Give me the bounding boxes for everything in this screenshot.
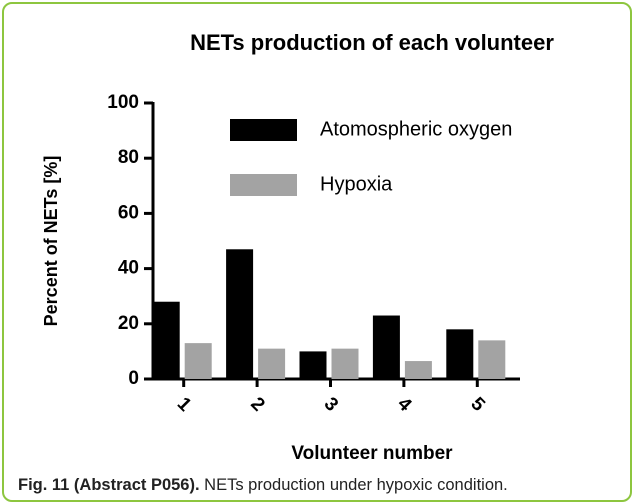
legend-swatch xyxy=(230,174,297,196)
y-tick-label: 40 xyxy=(118,258,139,279)
x-tick-label: 3 xyxy=(320,393,342,415)
y-tick-label: 20 xyxy=(118,313,139,334)
caption-text: NETs production under hypoxic condition. xyxy=(204,476,508,494)
caption-label: Fig. 11 (Abstract P056). xyxy=(18,476,200,494)
legend-label: Hypoxia xyxy=(320,173,393,195)
y-tick-label: 60 xyxy=(118,202,139,223)
bar xyxy=(258,348,286,379)
y-axis-label: Percent of NETs [%] xyxy=(41,156,61,327)
y-tick-label: 80 xyxy=(118,147,139,168)
y-tick-label: 0 xyxy=(128,368,139,389)
x-tick-label: 5 xyxy=(466,393,489,416)
caption: Fig. 11 (Abstract P056). NETs production… xyxy=(18,476,508,495)
legend-label: Atomospheric oxygen xyxy=(320,118,512,140)
bar xyxy=(446,329,474,379)
chart: NETs production of each volunteer Volunt… xyxy=(41,30,555,464)
x-tick-label: 2 xyxy=(246,393,268,415)
bar xyxy=(478,340,506,379)
bar xyxy=(372,315,400,379)
x-axis-label: Volunteer number xyxy=(291,443,453,464)
bar xyxy=(184,343,212,379)
bar xyxy=(331,348,359,379)
chart-title: NETs production of each volunteer xyxy=(190,30,554,55)
y-tick-label: 100 xyxy=(107,92,139,113)
bar xyxy=(152,301,180,379)
bar xyxy=(226,249,254,379)
x-tick-label: 4 xyxy=(393,393,416,416)
bar xyxy=(299,351,327,379)
x-tick-label: 1 xyxy=(173,393,196,416)
legend-swatch xyxy=(230,119,297,141)
bar xyxy=(404,361,432,379)
